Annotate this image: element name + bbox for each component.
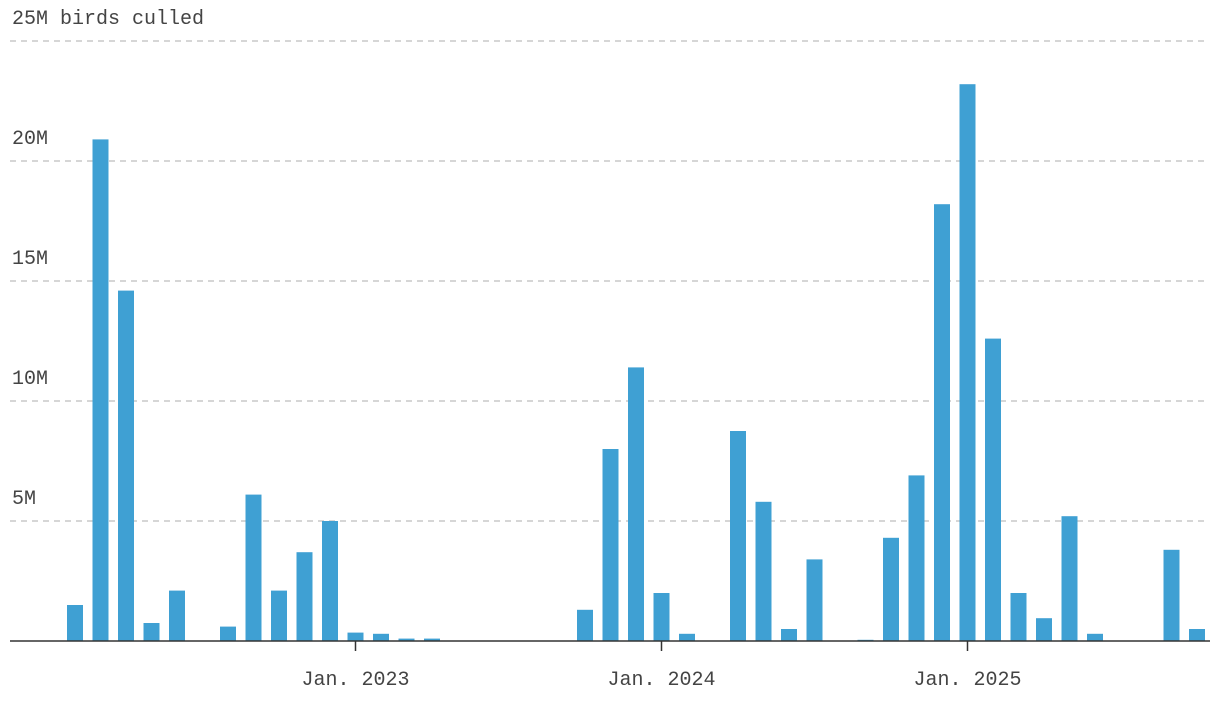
bar — [653, 593, 670, 641]
bar — [1087, 633, 1103, 641]
bar — [908, 475, 925, 641]
bar — [985, 338, 1001, 641]
bar — [679, 633, 695, 641]
bar — [781, 629, 797, 641]
bar — [347, 632, 364, 641]
bar — [628, 367, 644, 641]
x-tick-label: Jan. 2025 — [913, 669, 1021, 692]
bar — [806, 559, 823, 641]
bar — [934, 204, 950, 641]
bar — [373, 633, 389, 641]
bar — [143, 623, 160, 641]
bar — [424, 638, 440, 641]
bar — [1163, 549, 1180, 641]
bar — [245, 494, 262, 641]
bar — [577, 609, 593, 641]
bar — [296, 552, 313, 641]
bar — [1010, 593, 1027, 641]
bar — [883, 537, 899, 641]
bar — [220, 626, 236, 641]
bar — [398, 638, 415, 641]
bar — [92, 139, 109, 641]
bar — [271, 590, 287, 641]
y-tick-label: 15M — [12, 248, 48, 271]
bar — [730, 431, 746, 641]
bar — [755, 501, 772, 641]
bar — [959, 84, 976, 641]
x-tick-label: Jan. 2023 — [301, 669, 409, 692]
bar — [1189, 629, 1205, 641]
y-tick-label: 5M — [12, 488, 36, 511]
bar — [1061, 516, 1078, 641]
bar — [118, 290, 134, 641]
bar — [169, 590, 185, 641]
y-tick-label: 10M — [12, 368, 48, 391]
y-tick-label: 25M birds culled — [12, 8, 204, 31]
bar — [322, 521, 338, 641]
bar — [602, 449, 619, 641]
bar — [67, 605, 83, 641]
x-tick-label: Jan. 2024 — [607, 669, 715, 692]
bar — [1036, 618, 1052, 641]
y-tick-label: 20M — [12, 128, 48, 151]
